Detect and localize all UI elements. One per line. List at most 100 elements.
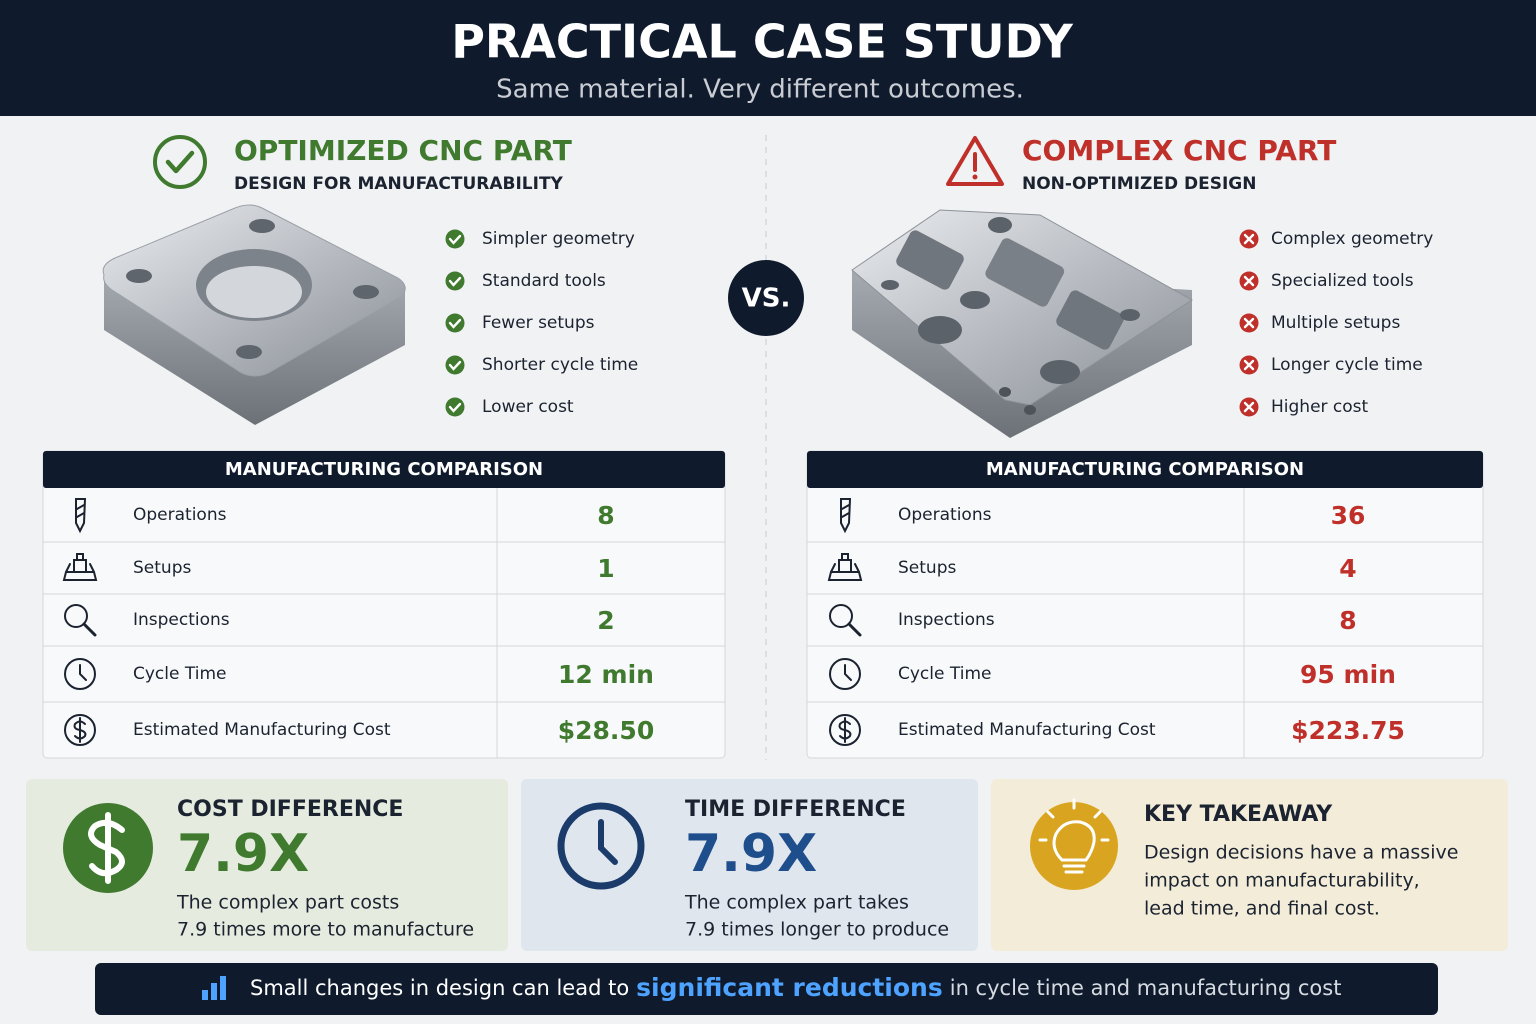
check-bullet <box>445 397 465 417</box>
check-bullet <box>445 229 465 249</box>
table-header <box>43 451 725 488</box>
clock-icon <box>557 802 645 890</box>
clock-hands <box>598 819 618 865</box>
check-bullet <box>445 271 465 291</box>
cost-title: COST DIFFERENCE <box>177 797 403 822</box>
feature-text: Simpler geometry <box>482 229 635 249</box>
table-value: 1 <box>597 554 614 583</box>
cost-line: 7.9 times more to manufacture <box>177 919 474 941</box>
cost-icon <box>829 714 861 746</box>
bullet-mark <box>448 318 462 329</box>
feature-text: Lower cost <box>482 397 574 417</box>
clock-hands <box>79 664 87 681</box>
time-title: TIME DIFFERENCE <box>685 797 906 822</box>
time-line: The complex part takes <box>684 892 909 914</box>
feature-text: Shorter cycle time <box>482 355 638 375</box>
fixture-icon <box>827 553 863 581</box>
search-icon <box>829 604 853 628</box>
takeaway-card <box>991 779 1508 951</box>
bullet-mark <box>1243 317 1255 329</box>
fixture-icon <box>62 553 98 581</box>
bullet-mark <box>1243 359 1255 371</box>
table-label: Operations <box>898 505 992 525</box>
feature-text: Specialized tools <box>1271 271 1414 291</box>
feature-text: Longer cycle time <box>1271 355 1423 375</box>
clock-icon <box>829 658 861 690</box>
bulb-icon <box>1030 802 1118 890</box>
time-value: 7.9X <box>685 824 817 884</box>
right-title: COMPLEX CNC PART <box>1022 134 1336 167</box>
left-subtitle: DESIGN FOR MANUFACTURABILITY <box>234 174 564 194</box>
check-bullet <box>445 355 465 375</box>
table-label: Cycle Time <box>133 664 226 684</box>
header-title: PRACTICAL CASE STUDY <box>451 15 1073 69</box>
right-subtitle: NON-OPTIMIZED DESIGN <box>1022 174 1256 194</box>
bullet-mark <box>448 276 462 287</box>
cost-icon <box>64 714 96 746</box>
footer-icon <box>220 976 226 1000</box>
header-subtitle: Same material. Very different outcomes. <box>496 75 1024 105</box>
cost-card <box>26 779 508 951</box>
footer-bar <box>95 963 1438 1015</box>
table-frame <box>42 450 726 759</box>
feature-text: Standard tools <box>482 271 606 291</box>
footer-icon <box>202 990 208 1000</box>
takeaway-line: Design decisions have a massive <box>1144 842 1458 864</box>
check-bullet <box>445 313 465 333</box>
vs-text: VS. <box>742 284 791 314</box>
vs-badge <box>728 260 804 336</box>
bullet-mark <box>448 234 462 245</box>
search-handle <box>82 622 97 637</box>
footer-after: in cycle time and manufacturing cost <box>950 976 1342 1000</box>
feature-text: Fewer setups <box>482 313 595 333</box>
table-frame <box>806 450 1484 759</box>
table-label: Estimated Manufacturing Cost <box>898 720 1156 740</box>
feature-text: Higher cost <box>1271 397 1369 417</box>
cost-line: The complex part costs <box>176 892 399 914</box>
clock-icon <box>64 658 96 690</box>
table-label: Setups <box>898 558 956 578</box>
table-heading: MANUFACTURING COMPARISON <box>986 459 1304 480</box>
check-mark <box>165 150 195 174</box>
table-heading: MANUFACTURING COMPARISON <box>225 459 543 480</box>
table-value: 4 <box>1339 554 1356 583</box>
dollar-glyph <box>88 812 125 884</box>
table-value: 2 <box>597 606 614 635</box>
bullet-mark <box>1243 401 1255 413</box>
warning-icon <box>946 136 1004 186</box>
feature-text: Complex geometry <box>1271 229 1433 249</box>
takeaway-title: KEY TAKEAWAY <box>1144 802 1333 827</box>
takeaway-line: impact on manufacturability, <box>1144 870 1420 892</box>
dollar-glyph <box>838 717 852 743</box>
table-label: Cycle Time <box>898 664 991 684</box>
table-label: Inspections <box>898 610 995 630</box>
footer-before: Small changes in design can lead to <box>250 976 629 1000</box>
footer-highlight: significant reductions <box>636 973 943 1002</box>
warning-dot <box>972 174 978 180</box>
table-value: 12 min <box>558 660 654 689</box>
table-value: $223.75 <box>1291 716 1405 745</box>
table-value: 8 <box>597 501 614 530</box>
table-value: $28.50 <box>558 716 654 745</box>
table-label: Operations <box>133 505 227 525</box>
table-label: Inspections <box>133 610 230 630</box>
table-label: Setups <box>133 558 191 578</box>
time-line: 7.9 times longer to produce <box>685 919 949 941</box>
bullet-mark <box>448 402 462 413</box>
takeaway-line: lead time, and final cost. <box>1144 898 1380 920</box>
tool-icon <box>75 498 87 534</box>
check-icon <box>153 135 207 189</box>
bulb-glyph <box>1038 798 1110 874</box>
left-title: OPTIMIZED CNC PART <box>234 134 572 167</box>
clock-hands <box>844 664 852 681</box>
bullet-mark <box>1243 275 1255 287</box>
table-value: 36 <box>1331 501 1366 530</box>
cost-value: 7.9X <box>177 824 309 884</box>
table-value: 95 min <box>1300 660 1396 689</box>
tool-icon <box>840 498 852 534</box>
search-icon <box>64 604 88 628</box>
complex-part-image <box>851 209 1193 438</box>
header-bar <box>0 0 1536 116</box>
